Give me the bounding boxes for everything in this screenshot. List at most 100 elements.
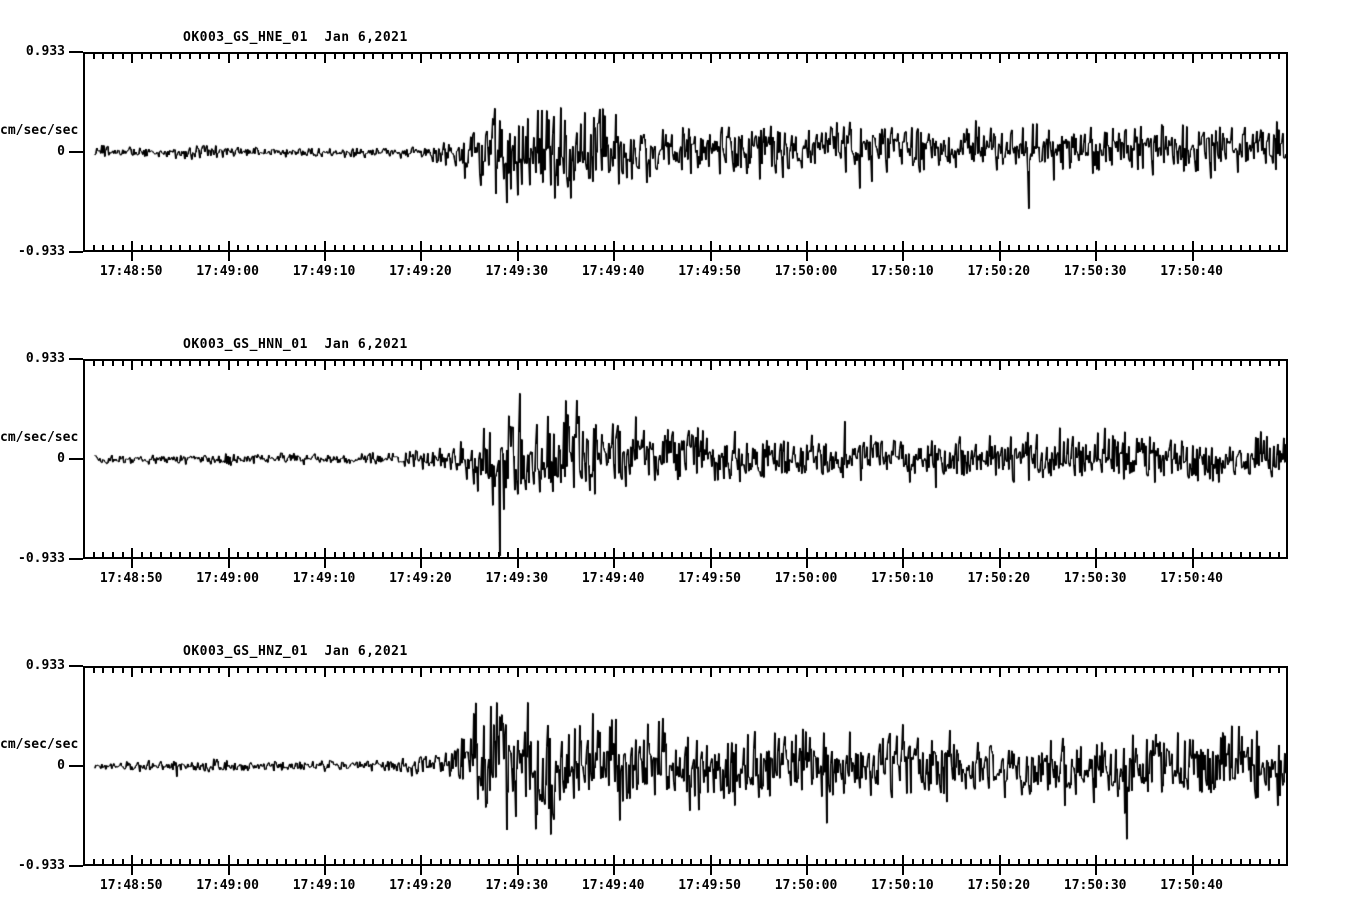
x-tick-label: 17:49:40 [581,878,645,893]
y-tick-2 [69,251,83,253]
y-tick-label-0: 0.933 [25,658,65,673]
x-tick-label: 17:49:50 [678,878,741,893]
y-tick-label-2: -0.933 [18,551,65,566]
x-major-tick [324,252,326,261]
x-major-tick [999,252,1001,261]
x-major-tick [613,252,615,261]
y-tick-label-0: 0.933 [25,44,65,59]
y-tick-1 [69,765,83,767]
x-major-tick [902,866,904,875]
x-major-tick [228,866,230,875]
x-major-tick [324,559,326,568]
x-major-tick [1095,559,1097,568]
x-major-tick [1095,252,1097,261]
panel-title-hnn: OK003_GS_HNN_01 Jan 6,2021 [183,337,408,352]
x-tick-label: 17:50:40 [1160,878,1223,893]
y-tick-label-0: 0.933 [25,351,65,366]
x-tick-label: 17:49:50 [678,264,741,279]
x-tick-label: 17:50:30 [1063,264,1127,279]
panel-title-hne: OK003_GS_HNE_01 Jan 6,2021 [183,30,408,45]
x-tick-label: 17:49:10 [292,571,356,586]
x-major-tick [517,559,519,568]
x-tick-label: 17:50:30 [1063,878,1127,893]
x-tick-label: 17:50:10 [871,571,934,586]
x-major-tick [131,866,133,875]
y-tick-label-2: -0.933 [18,858,65,873]
x-major-tick [902,252,904,261]
x-major-tick [131,559,133,568]
x-major-tick [999,866,1001,875]
x-tick-label: 17:49:30 [485,878,549,893]
x-major-tick [228,559,230,568]
x-tick-label: 17:50:30 [1063,571,1127,586]
x-tick-label: 17:50:20 [967,878,1031,893]
y-tick-1 [69,458,83,460]
x-major-tick [613,559,615,568]
x-major-tick [806,559,808,568]
x-major-tick [902,559,904,568]
y-tick-2 [69,558,83,560]
x-major-tick [131,252,133,261]
x-tick-label: 17:49:20 [389,878,452,893]
y-axis-unit-label: cm/sec/sec [0,430,79,445]
x-major-tick [1192,559,1194,568]
x-major-tick [806,252,808,261]
x-tick-label: 17:50:10 [871,264,934,279]
x-major-tick [1095,866,1097,875]
y-tick-1 [69,151,83,153]
x-tick-label: 17:50:00 [774,571,838,586]
waveform-trace-hne [85,54,1286,250]
plot-frame-hnz [83,666,1288,866]
x-tick-label: 17:49:00 [196,571,259,586]
x-tick-label: 17:50:20 [967,571,1031,586]
x-major-tick [613,866,615,875]
x-tick-label: 17:49:00 [196,264,259,279]
panel-title-hnz: OK003_GS_HNZ_01 Jan 6,2021 [183,644,408,659]
x-tick-label: 17:49:10 [292,878,356,893]
x-tick-label: 17:50:20 [967,264,1031,279]
x-major-tick [1192,252,1194,261]
x-tick-label: 17:49:20 [389,264,452,279]
x-major-tick [806,866,808,875]
x-major-tick [517,866,519,875]
x-tick-label: 17:49:50 [678,571,741,586]
y-tick-label-1: 0 [57,144,65,159]
x-major-tick [710,559,712,568]
x-tick-label: 17:49:10 [292,264,356,279]
plot-frame-hne [83,52,1288,252]
x-tick-label: 17:49:00 [196,878,259,893]
x-tick-label: 17:50:40 [1160,571,1223,586]
x-major-tick [228,252,230,261]
x-major-tick [1192,866,1194,875]
x-tick-label: 17:49:20 [389,571,452,586]
y-tick-2 [69,865,83,867]
x-tick-label: 17:50:00 [774,264,838,279]
y-tick-label-1: 0 [57,451,65,466]
x-tick-label: 17:50:00 [774,878,838,893]
y-tick-0 [69,358,83,360]
x-major-tick [420,866,422,875]
plot-frame-hnn [83,359,1288,559]
y-axis-unit-label: cm/sec/sec [0,737,79,752]
x-tick-label: 17:48:50 [99,878,163,893]
x-tick-label: 17:49:30 [485,571,549,586]
y-tick-0 [69,665,83,667]
x-major-tick [420,252,422,261]
x-tick-label: 17:50:10 [871,878,934,893]
x-major-tick [324,866,326,875]
x-tick-label: 17:48:50 [99,264,163,279]
waveform-trace-hnn [85,361,1286,557]
x-tick-label: 17:49:40 [581,264,645,279]
x-tick-label: 17:50:40 [1160,264,1223,279]
x-major-tick [517,252,519,261]
y-tick-0 [69,51,83,53]
waveform-trace-hnz [85,668,1286,864]
x-major-tick [710,252,712,261]
x-tick-label: 17:49:40 [581,571,645,586]
y-axis-unit-label: cm/sec/sec [0,123,79,138]
x-tick-label: 17:49:30 [485,264,549,279]
x-major-tick [420,559,422,568]
y-tick-label-2: -0.933 [18,244,65,259]
x-major-tick [999,559,1001,568]
